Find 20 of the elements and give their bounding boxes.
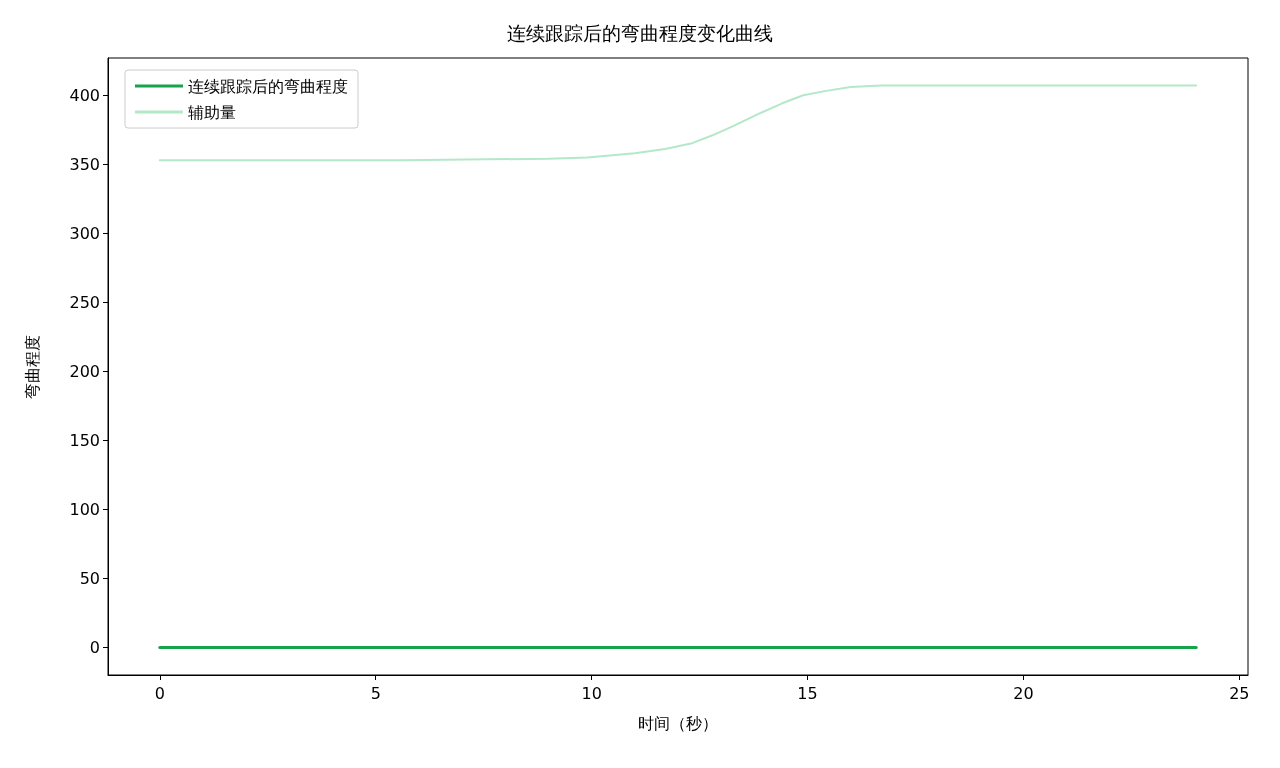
y-tick-label: 150: [69, 430, 100, 450]
x-tick-label: 10: [581, 683, 602, 703]
y-tick-label: 250: [69, 292, 100, 312]
y-tick-label: 100: [69, 499, 100, 519]
y-tick-label: 200: [69, 361, 100, 381]
x-tick-label: 25: [1229, 683, 1250, 703]
y-tick-label: 350: [69, 154, 100, 174]
y-tick-label: 300: [69, 223, 100, 243]
legend-label: 连续跟踪后的弯曲程度: [188, 76, 348, 96]
y-tick-label: 0: [89, 637, 100, 657]
chart-title: 连续跟踪后的弯曲程度变化曲线: [507, 21, 773, 44]
x-tick-label: 5: [370, 683, 381, 703]
y-tick-label: 400: [69, 85, 100, 105]
x-axis-title: 时间（秒）: [638, 713, 718, 733]
x-tick-label: 20: [1013, 683, 1034, 703]
x-tick-label: 15: [797, 683, 818, 703]
y-axis-title: 弯曲程度: [22, 334, 42, 399]
x-tick-label: 0: [154, 683, 165, 703]
y-tick-label: 50: [79, 568, 100, 588]
legend-label: 辅助量: [188, 102, 236, 122]
